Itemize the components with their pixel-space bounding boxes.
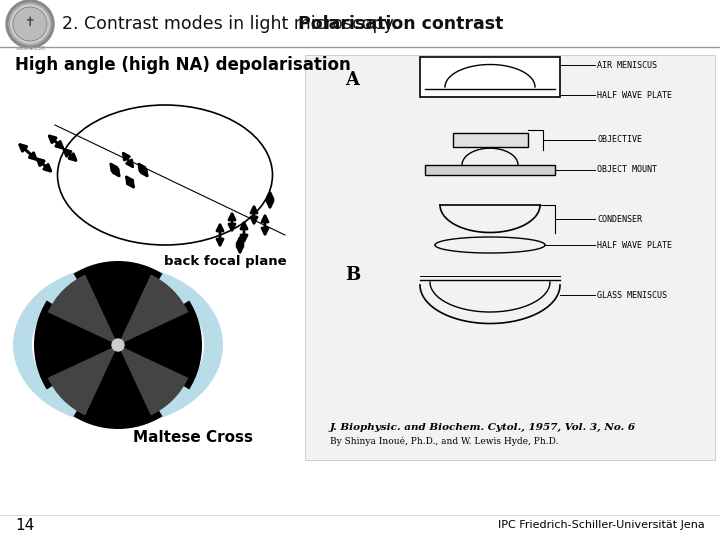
Ellipse shape bbox=[51, 294, 185, 396]
Wedge shape bbox=[118, 345, 189, 415]
Ellipse shape bbox=[42, 287, 194, 403]
Text: OBJECTIVE: OBJECTIVE bbox=[597, 136, 642, 145]
Ellipse shape bbox=[34, 281, 202, 409]
Ellipse shape bbox=[32, 279, 204, 410]
Circle shape bbox=[112, 339, 124, 351]
Text: 2. Contrast modes in light microscopy:: 2. Contrast modes in light microscopy: bbox=[62, 15, 404, 33]
Circle shape bbox=[9, 3, 51, 45]
Bar bbox=[0, 0, 720, 45]
Text: IPC Friedrich-Schiller-Universität Jena: IPC Friedrich-Schiller-Universität Jena bbox=[498, 520, 705, 530]
Ellipse shape bbox=[68, 307, 168, 383]
Ellipse shape bbox=[63, 303, 173, 387]
Circle shape bbox=[13, 7, 47, 41]
Ellipse shape bbox=[59, 300, 177, 390]
Ellipse shape bbox=[84, 319, 152, 370]
Text: B: B bbox=[345, 266, 360, 284]
Text: back focal plane: back focal plane bbox=[163, 255, 287, 268]
Ellipse shape bbox=[76, 313, 160, 377]
Text: OBJECT MOUNT: OBJECT MOUNT bbox=[597, 165, 657, 174]
Text: Maltese Cross: Maltese Cross bbox=[133, 430, 253, 445]
Bar bbox=[425, 165, 555, 175]
Text: ✝: ✝ bbox=[24, 17, 35, 30]
Circle shape bbox=[6, 0, 54, 48]
Text: seit 1558: seit 1558 bbox=[16, 46, 45, 51]
Wedge shape bbox=[73, 345, 163, 429]
Text: J. Biophysic. and Biochem. Cytol., 1957, Vol. 3, No. 6: J. Biophysic. and Biochem. Cytol., 1957,… bbox=[330, 423, 636, 432]
Bar bbox=[452, 133, 528, 147]
Wedge shape bbox=[48, 274, 118, 345]
Ellipse shape bbox=[80, 316, 156, 374]
Text: A: A bbox=[345, 71, 359, 89]
Text: AIR MENISCUS: AIR MENISCUS bbox=[597, 60, 657, 70]
Text: 14: 14 bbox=[15, 517, 35, 532]
Text: Polarisation contrast: Polarisation contrast bbox=[298, 15, 503, 33]
Text: HALF WAVE PLATE: HALF WAVE PLATE bbox=[597, 91, 672, 99]
Text: High angle (high NA) depolarisation: High angle (high NA) depolarisation bbox=[15, 56, 351, 74]
Ellipse shape bbox=[13, 265, 223, 425]
Ellipse shape bbox=[109, 339, 127, 352]
Ellipse shape bbox=[38, 284, 198, 406]
Ellipse shape bbox=[114, 342, 122, 348]
Wedge shape bbox=[48, 345, 118, 415]
Text: HALF WAVE PLATE: HALF WAVE PLATE bbox=[597, 240, 672, 249]
Ellipse shape bbox=[97, 329, 139, 361]
Wedge shape bbox=[34, 300, 118, 389]
Bar bbox=[305, 55, 715, 460]
Bar bbox=[420, 57, 560, 97]
Wedge shape bbox=[118, 274, 189, 345]
Ellipse shape bbox=[89, 322, 148, 367]
Ellipse shape bbox=[72, 310, 164, 380]
Wedge shape bbox=[118, 300, 202, 389]
Ellipse shape bbox=[105, 335, 130, 355]
Text: GLASS MENISCUS: GLASS MENISCUS bbox=[597, 291, 667, 300]
Circle shape bbox=[11, 5, 49, 43]
Text: CONDENSER: CONDENSER bbox=[597, 214, 642, 224]
Text: By Shinya Inoué, Ph.D., and W. Lewis Hyde, Ph.D.: By Shinya Inoué, Ph.D., and W. Lewis Hyd… bbox=[330, 437, 559, 447]
Ellipse shape bbox=[55, 297, 181, 393]
Ellipse shape bbox=[102, 332, 135, 358]
Ellipse shape bbox=[58, 105, 272, 245]
Ellipse shape bbox=[93, 326, 143, 364]
Ellipse shape bbox=[47, 291, 189, 400]
Wedge shape bbox=[73, 261, 163, 345]
